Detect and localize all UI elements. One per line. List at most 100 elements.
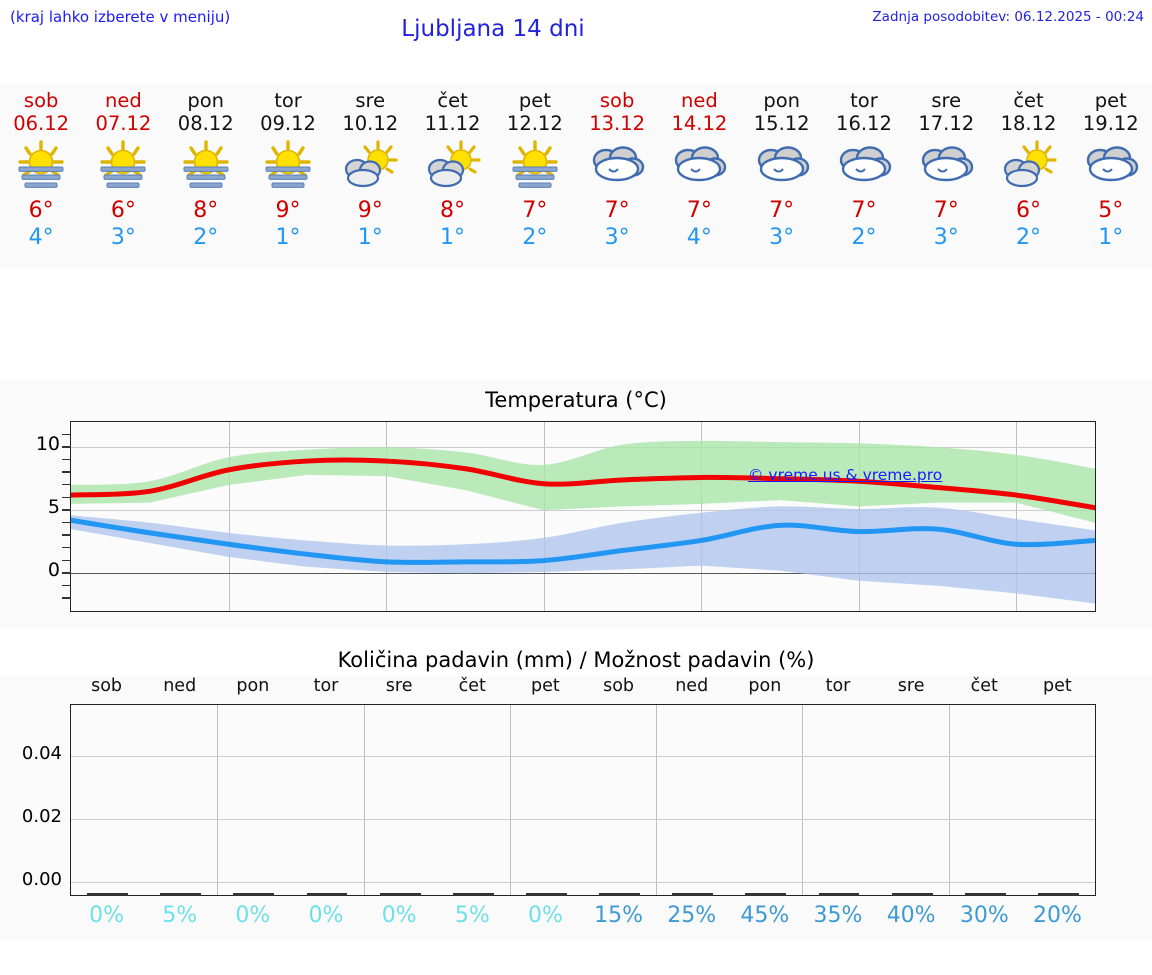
forecast-day-9[interactable]: ned 14.12 7° 4°: [658, 84, 740, 269]
precipitation-bar: [87, 893, 129, 896]
day-temp-min: 2°: [851, 225, 877, 250]
overcast-cloud-icon: [752, 139, 812, 191]
forecast-day-2[interactable]: ned 07.12 6° 3°: [82, 84, 164, 269]
temperature-chart-title: Temperatura (°C): [485, 388, 667, 412]
precipitation-probability: 5%: [162, 903, 198, 928]
overcast-cloud-icon: [587, 139, 647, 191]
precipitation-day-label: sob: [603, 676, 635, 696]
precipitation-bar: [452, 893, 494, 896]
day-of-week: pon: [187, 89, 225, 112]
day-of-week: pon: [763, 89, 800, 112]
temperature-tick-mark: [62, 458, 71, 461]
temperature-tick-mark: [62, 572, 71, 574]
temperature-tick-mark: [62, 509, 71, 511]
forecast-day-4[interactable]: tor 09.12 9° 1°: [247, 84, 329, 269]
day-temp-max: 6°: [28, 198, 54, 223]
temperature-tick-mark: [62, 471, 71, 473]
page-title: Ljubljana 14 dni: [401, 16, 585, 42]
forecast-day-14[interactable]: pet 19.12 5° 1°: [1070, 84, 1152, 269]
precipitation-day-label: pon: [748, 676, 782, 696]
day-date: 13.12: [589, 112, 646, 135]
day-of-week: sob: [599, 89, 635, 112]
precipitation-day-label: sre: [897, 676, 925, 696]
temperature-tick-mark: [62, 446, 71, 448]
sun-haze-icon: [93, 139, 153, 191]
sun-haze-icon: [11, 139, 71, 191]
temperature-gridline: [228, 422, 230, 611]
day-temp-min: 1°: [357, 225, 383, 250]
day-temp-max: 6°: [110, 198, 136, 223]
forecast-day-11[interactable]: tor 16.12 7° 2°: [823, 84, 905, 269]
day-date: 14.12: [671, 112, 728, 135]
temperature-gridline: [543, 422, 545, 611]
day-temp-max: 7°: [769, 198, 795, 223]
temperature-gridline: [71, 447, 1095, 449]
day-of-week: čet: [437, 89, 468, 112]
forecast-day-6[interactable]: čet 11.12 8° 1°: [411, 84, 493, 269]
forecast-day-12[interactable]: sre 17.12 7° 3°: [905, 84, 987, 269]
precipitation-gridline: [71, 882, 1095, 884]
temperature-tick-mark: [62, 433, 71, 435]
day-date: 17.12: [918, 112, 975, 135]
day-temp-max: 7°: [604, 198, 630, 223]
day-of-week: sob: [23, 89, 59, 112]
forecast-day-1[interactable]: sob 06.12 6° 4°: [0, 84, 82, 269]
precipitation-day-label: čet: [458, 676, 486, 696]
precipitation-probability: 0%: [381, 903, 417, 928]
forecast-day-5[interactable]: sre 10.12 9° 1°: [329, 84, 411, 269]
precipitation-day-label: tor: [825, 676, 851, 696]
forecast-day-7[interactable]: pet 12.12 7° 2°: [494, 84, 576, 269]
precipitation-probability: 0%: [527, 903, 563, 928]
day-temp-min: 3°: [933, 225, 959, 250]
precipitation-y-tick-label: 0.02: [21, 806, 62, 827]
day-temp-max: 7°: [851, 198, 877, 223]
day-of-week: ned: [681, 89, 718, 112]
forecast-day-10[interactable]: pon 15.12 7° 3°: [741, 84, 823, 269]
day-of-week: pet: [1094, 89, 1127, 112]
sun-behind-cloud-icon: [423, 139, 483, 191]
temperature-y-tick-label: 10: [35, 433, 60, 456]
precipitation-probability: 40%: [886, 903, 936, 928]
forecast-day-3[interactable]: pon 08.12 8° 2°: [165, 84, 247, 269]
day-temp-max: 7°: [686, 198, 712, 223]
forecast-day-8[interactable]: sob 13.12 7° 3°: [576, 84, 658, 269]
copyright-link[interactable]: © vreme.us & vreme.pro: [748, 466, 943, 484]
precipitation-day-label: čet: [970, 676, 998, 696]
precipitation-day-label: ned: [163, 676, 197, 696]
temperature-tick-mark: [62, 521, 71, 524]
temperature-tick-mark: [62, 559, 71, 561]
precipitation-probability: 20%: [1032, 903, 1082, 928]
day-temp-min: 2°: [522, 225, 548, 250]
precipitation-day-label: ned: [675, 676, 709, 696]
precipitation-probability: 30%: [959, 903, 1009, 928]
temperature-line: [71, 517, 1095, 565]
day-of-week: tor: [850, 89, 878, 112]
precipitation-day-label: pet: [1043, 676, 1072, 696]
day-date: 06.12: [13, 112, 70, 135]
precipitation-probability: 35%: [813, 903, 863, 928]
temperature-gridline: [71, 573, 1095, 575]
day-temp-min: 3°: [604, 225, 630, 250]
day-date: 16.12: [836, 112, 892, 135]
day-temp-min: 1°: [440, 225, 466, 250]
page-header: (kraj lahko izberete v meniju) Ljubljana…: [0, 0, 1152, 52]
temperature-plot-area: [70, 421, 1096, 612]
sun-behind-cloud-icon: [999, 139, 1059, 191]
precipitation-bar: [306, 893, 348, 896]
day-temp-min: 1°: [275, 225, 301, 250]
day-temp-min: 3°: [110, 225, 136, 250]
precipitation-y-tick-label: 0.04: [21, 742, 62, 764]
day-temp-min: 2°: [1016, 225, 1042, 250]
last-updated: Zadnja posodobitev: 06.12.2025 - 00:24: [872, 9, 1144, 25]
precipitation-bar: [599, 893, 641, 896]
precipitation-probability: 0%: [308, 903, 344, 928]
day-temp-max: 7°: [933, 198, 959, 223]
day-temp-max: 7°: [522, 198, 548, 223]
precipitation-day-label: pon: [236, 676, 270, 696]
temperature-tick-mark: [62, 496, 71, 498]
day-date: 09.12: [260, 112, 316, 135]
day-temp-min: 1°: [1098, 225, 1124, 250]
forecast-day-13[interactable]: čet 18.12 6° 2°: [987, 84, 1069, 269]
day-temp-max: 6°: [1016, 198, 1042, 223]
precipitation-bar: [964, 893, 1006, 896]
